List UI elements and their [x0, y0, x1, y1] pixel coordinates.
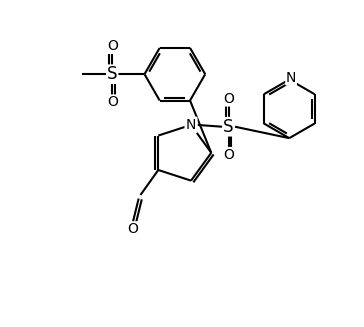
Text: O: O: [107, 39, 118, 53]
Text: O: O: [107, 95, 118, 109]
Text: N: N: [286, 71, 296, 85]
Text: O: O: [127, 222, 138, 236]
Text: O: O: [223, 92, 234, 106]
Text: S: S: [107, 65, 118, 83]
Text: S: S: [223, 118, 234, 136]
Text: O: O: [223, 147, 234, 162]
Text: N: N: [186, 118, 196, 132]
